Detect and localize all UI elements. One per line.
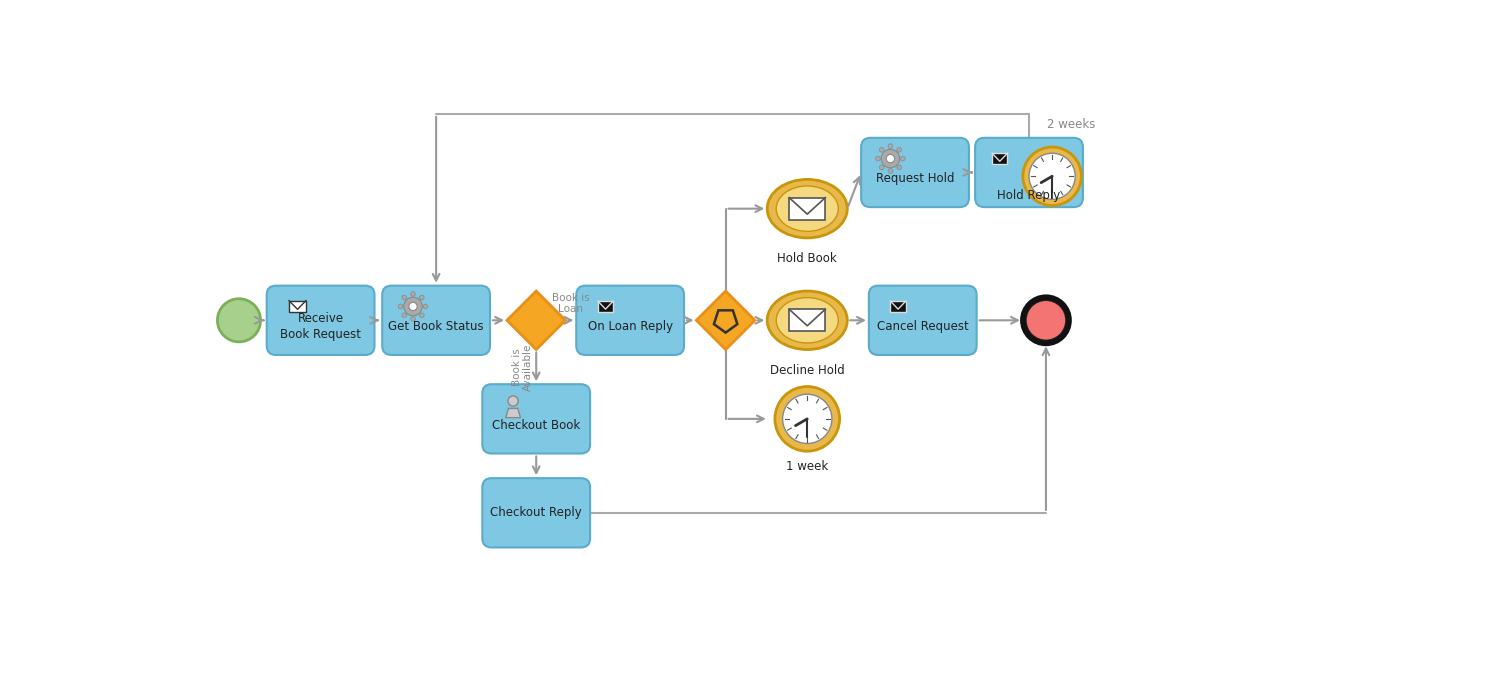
Circle shape bbox=[1029, 153, 1075, 199]
Circle shape bbox=[404, 297, 423, 316]
Text: Checkout Book: Checkout Book bbox=[492, 418, 580, 432]
Circle shape bbox=[509, 396, 518, 406]
Circle shape bbox=[886, 154, 894, 163]
Circle shape bbox=[776, 386, 840, 452]
Circle shape bbox=[402, 313, 406, 318]
Text: Request Hold: Request Hold bbox=[876, 172, 954, 185]
Circle shape bbox=[420, 313, 424, 318]
FancyBboxPatch shape bbox=[868, 286, 976, 355]
Polygon shape bbox=[507, 291, 566, 350]
Text: Book is
Available: Book is Available bbox=[512, 343, 532, 390]
Bar bbox=[789, 309, 825, 331]
Text: 1 week: 1 week bbox=[786, 460, 828, 473]
Bar bbox=[891, 301, 906, 312]
Circle shape bbox=[411, 317, 416, 321]
Text: Get Book Status: Get Book Status bbox=[388, 320, 484, 333]
Circle shape bbox=[420, 295, 424, 300]
Circle shape bbox=[879, 148, 884, 152]
Text: Checkout Reply: Checkout Reply bbox=[490, 507, 582, 520]
Circle shape bbox=[897, 148, 902, 152]
Ellipse shape bbox=[766, 291, 847, 350]
Text: Cancel Request: Cancel Request bbox=[878, 320, 969, 333]
Polygon shape bbox=[506, 409, 520, 418]
Bar bbox=[992, 153, 1008, 164]
Ellipse shape bbox=[776, 186, 838, 231]
Text: Hold Reply: Hold Reply bbox=[998, 189, 1060, 202]
Circle shape bbox=[879, 165, 884, 170]
Text: 2 weeks: 2 weeks bbox=[1047, 118, 1095, 131]
FancyBboxPatch shape bbox=[975, 138, 1083, 207]
Text: Decline Hold: Decline Hold bbox=[770, 364, 844, 377]
Circle shape bbox=[402, 295, 406, 300]
Circle shape bbox=[900, 156, 904, 161]
Circle shape bbox=[423, 304, 427, 309]
FancyBboxPatch shape bbox=[382, 286, 490, 355]
Circle shape bbox=[398, 304, 404, 309]
Circle shape bbox=[897, 165, 902, 170]
Circle shape bbox=[411, 292, 416, 296]
Bar bbox=[789, 198, 825, 220]
FancyBboxPatch shape bbox=[483, 384, 590, 454]
Circle shape bbox=[876, 156, 880, 161]
Polygon shape bbox=[696, 291, 754, 350]
FancyBboxPatch shape bbox=[576, 286, 684, 355]
Circle shape bbox=[880, 150, 900, 168]
Circle shape bbox=[783, 394, 832, 443]
Circle shape bbox=[1023, 297, 1070, 343]
Circle shape bbox=[410, 303, 417, 311]
Text: Book is
Loan: Book is Loan bbox=[552, 292, 590, 314]
Ellipse shape bbox=[776, 298, 838, 343]
Text: On Loan Reply: On Loan Reply bbox=[588, 320, 672, 333]
Circle shape bbox=[1026, 301, 1065, 339]
Circle shape bbox=[1023, 147, 1082, 205]
FancyBboxPatch shape bbox=[267, 286, 375, 355]
Ellipse shape bbox=[766, 180, 847, 238]
Bar bbox=[290, 301, 306, 312]
FancyBboxPatch shape bbox=[861, 138, 969, 207]
Circle shape bbox=[888, 169, 892, 173]
Circle shape bbox=[217, 299, 261, 342]
Text: Receive
Book Request: Receive Book Request bbox=[280, 312, 362, 341]
Circle shape bbox=[888, 143, 892, 148]
FancyBboxPatch shape bbox=[483, 478, 590, 547]
Text: Hold Book: Hold Book bbox=[777, 252, 837, 265]
Bar bbox=[598, 301, 613, 312]
